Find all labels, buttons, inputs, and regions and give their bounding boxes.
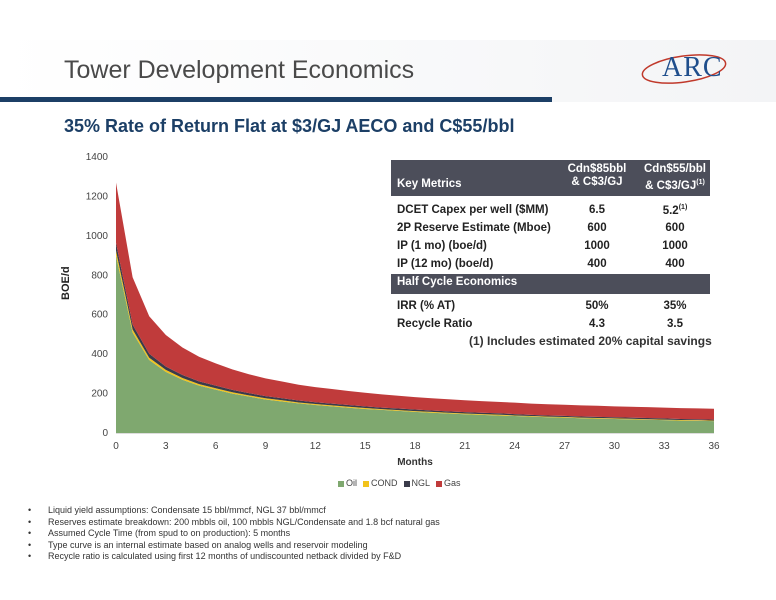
- y-tick-label: 1000: [86, 231, 109, 242]
- bullet-item: Liquid yield assumptions: Condensate 15 …: [28, 505, 440, 517]
- x-tick-label: 3: [163, 441, 169, 452]
- capital-savings-note: (1) Includes estimated 20% capital savin…: [469, 334, 712, 348]
- bullet-item: Assumed Cycle Time (from spud to on prod…: [28, 528, 440, 540]
- page-title: Tower Development Economics: [64, 56, 415, 84]
- metrics-row: 2P Reserve Estimate (Mboe) 600 600: [397, 222, 685, 234]
- y-tick-label: 1200: [86, 191, 109, 202]
- x-tick-label: 33: [659, 441, 671, 452]
- header-rule: [0, 97, 552, 102]
- legend-item-gas: Gas: [436, 478, 461, 488]
- key-metrics-table: Key Metrics Cdn$85bbl & C$3/GJ Cdn$55/bbl…: [391, 160, 710, 334]
- area-oil: [116, 255, 714, 433]
- x-tick-label: 18: [409, 441, 421, 452]
- legend-item-cond: COND: [363, 478, 398, 488]
- x-tick-label: 12: [310, 441, 322, 452]
- x-tick-label: 24: [509, 441, 521, 452]
- x-axis-label: Months: [397, 457, 433, 468]
- x-tick-label: 21: [459, 441, 471, 452]
- assumption-bullets: Liquid yield assumptions: Condensate 15 …: [28, 505, 440, 563]
- bullet-item: Reserves estimate breakdown: 200 mbbls o…: [28, 517, 440, 529]
- y-tick-label: 600: [91, 310, 108, 321]
- legend-item-ngl: NGL: [403, 478, 430, 488]
- y-axis-label: BOE/d: [60, 266, 72, 300]
- y-tick-label: 400: [91, 349, 108, 360]
- x-tick-label: 27: [559, 441, 571, 452]
- x-tick-label: 9: [263, 441, 269, 452]
- arc-logo: [641, 54, 727, 84]
- metrics-header-label: Key Metrics: [397, 178, 462, 190]
- metrics-row: DCET Capex per well ($MM) 6.5 5.2(1): [397, 204, 688, 217]
- metrics-col1-header: Cdn$85bbl & C$3/GJ: [567, 163, 627, 188]
- metrics-header-row: Key Metrics Cdn$85bbl & C$3/GJ Cdn$55/bbl…: [391, 160, 710, 196]
- chart-legend: Oil COND NGL Gas: [338, 478, 461, 488]
- y-tick-label: 0: [102, 428, 108, 439]
- half-cycle-header: Half Cycle Economics: [391, 274, 710, 294]
- x-tick-label: 36: [708, 441, 720, 452]
- header-band: [0, 40, 776, 102]
- logo-text: ARC: [662, 52, 723, 83]
- y-tick-label: 200: [91, 389, 108, 400]
- y-tick-label: 800: [91, 270, 108, 281]
- metrics-row: IP (12 mo) (boe/d) 400 400: [397, 258, 685, 270]
- bullet-item: Type curve is an internal estimate based…: [28, 540, 440, 552]
- metrics-row: IRR (% AT) 50% 35%: [397, 300, 687, 312]
- x-tick-label: 0: [113, 441, 119, 452]
- subtitle: 35% Rate of Return Flat at $3/GJ AECO an…: [64, 116, 515, 136]
- legend-item-oil: Oil: [338, 478, 357, 488]
- x-tick-label: 6: [213, 441, 219, 452]
- x-tick-label: 30: [609, 441, 621, 452]
- y-tick-label: 1400: [86, 152, 109, 163]
- metrics-col2-header: Cdn$55/bbl & C$3/GJ(1): [644, 163, 706, 192]
- metrics-row: IP (1 mo) (boe/d) 1000 1000: [397, 240, 688, 252]
- x-tick-label: 15: [360, 441, 372, 452]
- metrics-row: Recycle Ratio 4.3 3.5: [397, 318, 683, 330]
- bullet-item: Recycle ratio is calculated using first …: [28, 551, 440, 563]
